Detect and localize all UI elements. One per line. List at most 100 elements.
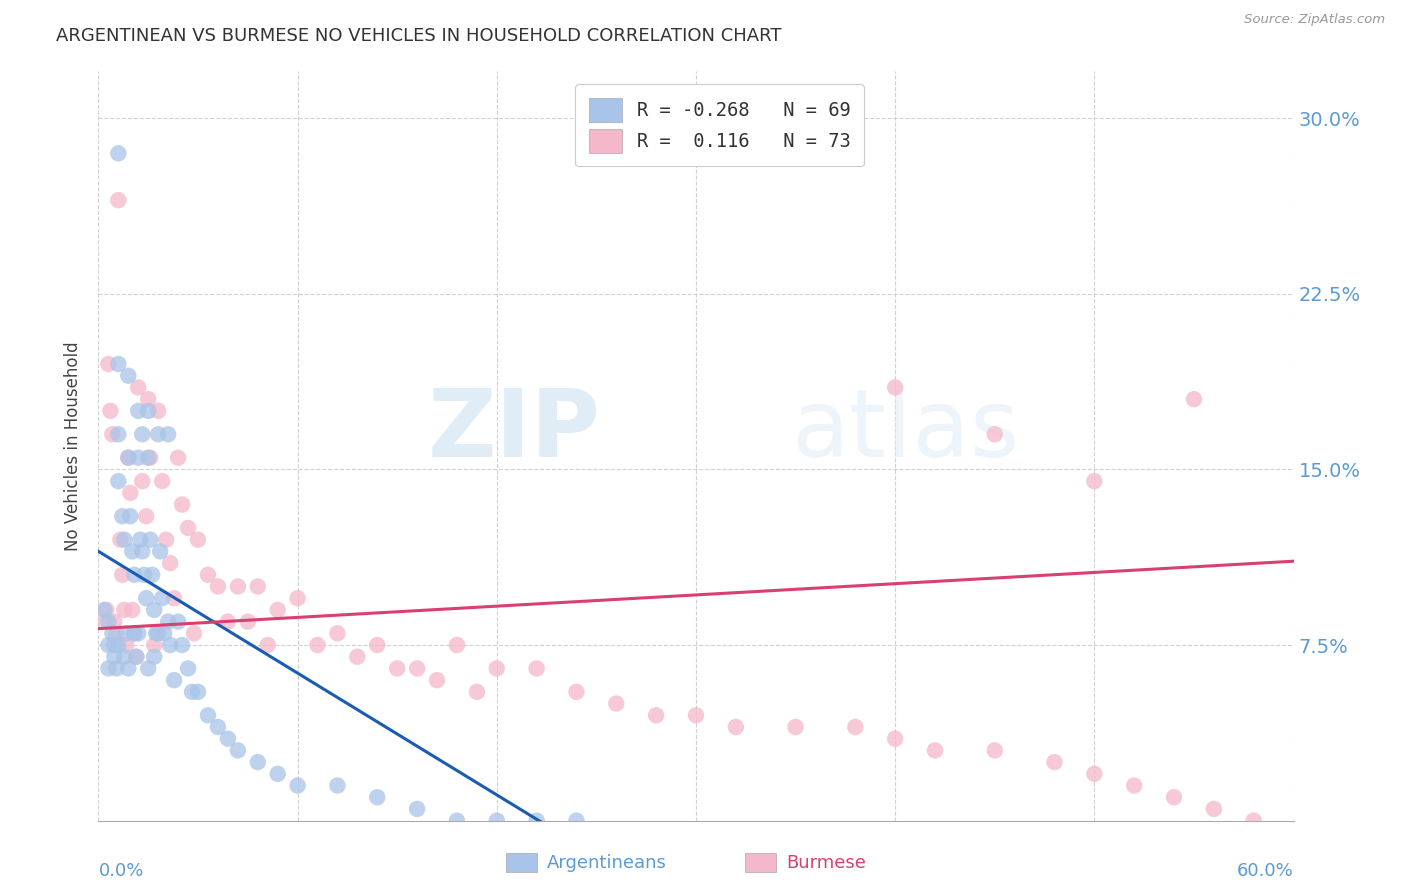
Point <box>485 661 508 675</box>
Point <box>366 638 388 652</box>
Point <box>107 193 129 207</box>
Point <box>984 743 1007 757</box>
Point <box>366 790 388 805</box>
Point <box>172 498 194 512</box>
Point <box>183 626 205 640</box>
Point <box>136 392 159 407</box>
Point <box>346 649 368 664</box>
Point <box>107 357 129 371</box>
Point <box>150 591 173 606</box>
Point <box>145 626 167 640</box>
Point <box>1083 474 1105 488</box>
Point <box>139 450 162 465</box>
Point <box>98 404 122 418</box>
Point <box>685 708 707 723</box>
Point <box>163 673 186 688</box>
Point <box>117 450 139 465</box>
Point <box>326 779 349 793</box>
Point <box>884 380 907 394</box>
Point <box>136 661 159 675</box>
Point <box>167 450 190 465</box>
Point <box>1123 779 1146 793</box>
Point <box>143 638 166 652</box>
Point <box>446 638 468 652</box>
Point <box>117 450 139 465</box>
Point <box>226 580 249 594</box>
Point <box>1182 392 1205 407</box>
Point <box>97 357 120 371</box>
Point <box>197 708 219 723</box>
Text: Source: ZipAtlas.com: Source: ZipAtlas.com <box>1244 13 1385 27</box>
Point <box>167 615 190 629</box>
Point <box>131 474 153 488</box>
Point <box>984 427 1007 442</box>
Point <box>1202 802 1225 816</box>
Point <box>97 661 120 675</box>
Point <box>565 685 588 699</box>
Point <box>287 591 309 606</box>
Point <box>155 533 177 547</box>
Point <box>150 474 173 488</box>
Point <box>143 603 166 617</box>
Point <box>107 474 129 488</box>
Point <box>135 591 157 606</box>
Point <box>157 615 180 629</box>
Point <box>246 755 269 769</box>
Point <box>124 567 146 582</box>
Point <box>884 731 907 746</box>
Point <box>385 661 409 675</box>
Point <box>115 626 138 640</box>
Text: 0.0%: 0.0% <box>98 862 143 880</box>
Point <box>121 603 143 617</box>
Point <box>107 427 129 442</box>
Text: ARGENTINEAN VS BURMESE NO VEHICLES IN HOUSEHOLD CORRELATION CHART: ARGENTINEAN VS BURMESE NO VEHICLES IN HO… <box>56 27 782 45</box>
Point <box>526 814 548 828</box>
Point <box>120 485 142 500</box>
Point <box>485 814 508 828</box>
Point <box>1043 755 1066 769</box>
Point <box>97 638 120 652</box>
Point <box>645 708 668 723</box>
Y-axis label: No Vehicles in Household: No Vehicles in Household <box>65 341 83 551</box>
Point <box>129 533 152 547</box>
Point <box>256 638 278 652</box>
Point <box>93 615 115 629</box>
Point <box>724 720 747 734</box>
Point <box>107 638 129 652</box>
Text: Argentineans: Argentineans <box>547 854 666 871</box>
Point <box>121 544 143 558</box>
Point <box>139 533 162 547</box>
Point <box>148 427 170 442</box>
Point <box>426 673 449 688</box>
Point <box>159 638 181 652</box>
Point <box>159 556 181 570</box>
Point <box>120 509 142 524</box>
Point <box>112 533 135 547</box>
Point <box>127 380 149 394</box>
Point <box>163 591 186 606</box>
Point <box>246 580 269 594</box>
Point <box>844 720 866 734</box>
Text: Burmese: Burmese <box>786 854 866 871</box>
Point <box>127 626 149 640</box>
Point <box>131 427 153 442</box>
Point <box>131 544 153 558</box>
Point <box>110 533 132 547</box>
Point <box>111 567 134 582</box>
Point <box>307 638 329 652</box>
Point <box>157 427 180 442</box>
Point <box>112 603 135 617</box>
Point <box>1243 814 1265 828</box>
Point <box>112 649 135 664</box>
Point <box>125 649 148 664</box>
Point <box>181 685 204 699</box>
Point <box>125 649 148 664</box>
Point <box>446 814 468 828</box>
Point <box>136 404 159 418</box>
Point <box>117 368 139 383</box>
Point <box>287 779 309 793</box>
Point <box>465 685 488 699</box>
Legend: R = -0.268   N = 69, R =  0.116   N = 73: R = -0.268 N = 69, R = 0.116 N = 73 <box>575 85 865 167</box>
Point <box>115 638 138 652</box>
Point <box>96 603 118 617</box>
